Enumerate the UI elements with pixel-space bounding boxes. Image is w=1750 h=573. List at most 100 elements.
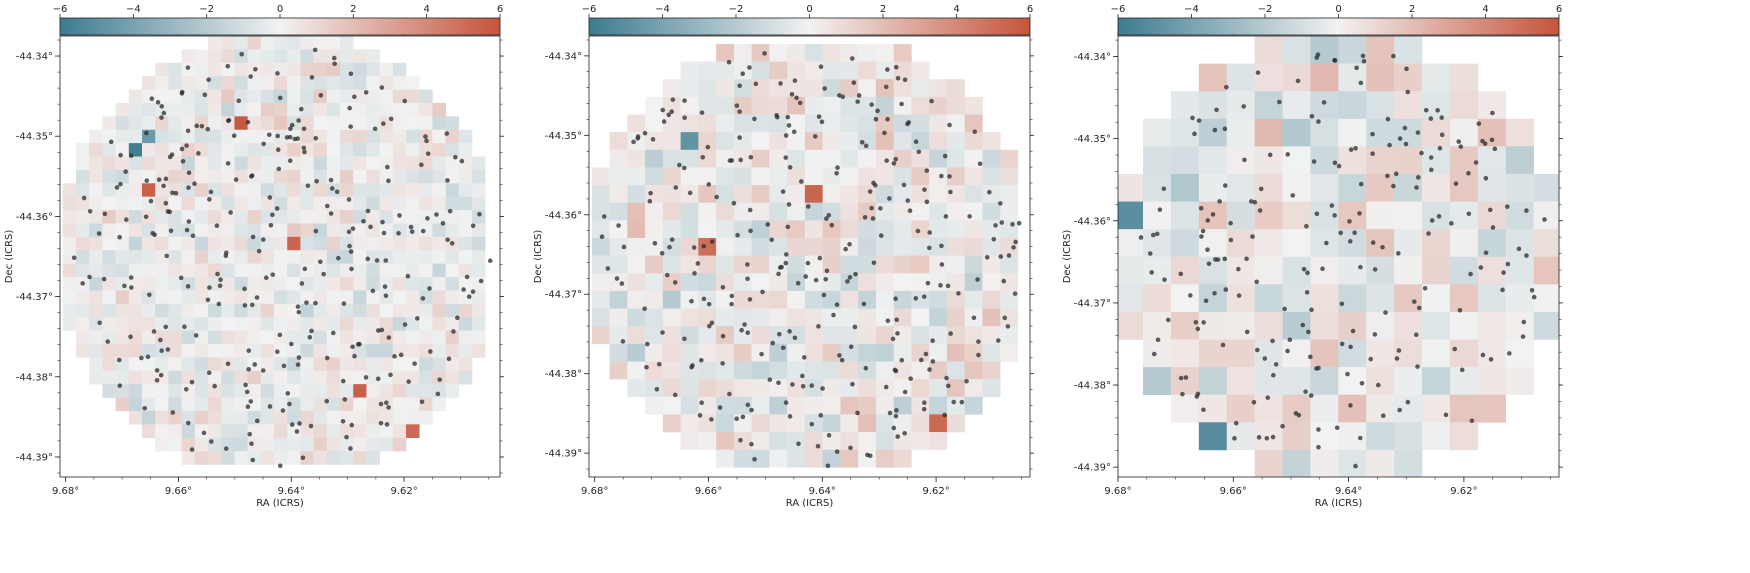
heatmap-pixel <box>260 89 275 104</box>
heatmap-pixel <box>804 361 823 380</box>
source-marker <box>921 406 927 412</box>
heatmap-pixel <box>366 317 380 331</box>
heatmap-pixel <box>142 317 156 331</box>
heatmap-pixel <box>406 102 420 117</box>
source-marker <box>1212 290 1217 296</box>
heatmap-pixel <box>194 397 209 412</box>
heatmap-pixel <box>1477 367 1507 396</box>
heatmap-pixel <box>168 196 182 211</box>
heatmap-pixel <box>300 169 314 184</box>
source-marker <box>289 422 295 427</box>
heatmap-pixel <box>432 169 446 184</box>
heatmap-pixel <box>274 183 288 197</box>
heatmap-pixel <box>893 361 912 380</box>
heatmap-pixel <box>419 236 433 251</box>
heatmap-pixel <box>366 76 380 90</box>
heatmap-pixel <box>645 114 664 133</box>
source-marker <box>144 178 150 183</box>
source-marker <box>207 197 212 202</box>
source-marker <box>605 266 611 271</box>
heatmap-pixel <box>392 437 407 452</box>
heatmap-pixel <box>234 343 248 358</box>
heatmap-pixel <box>946 202 965 221</box>
source-marker <box>331 330 336 336</box>
source-marker <box>800 383 806 389</box>
source-marker <box>328 211 334 216</box>
heatmap-pixel <box>1394 256 1423 285</box>
heatmap-pixel <box>326 424 341 439</box>
heatmap-pixel <box>247 330 262 345</box>
heatmap-pixel <box>406 156 420 171</box>
source-marker <box>350 344 355 350</box>
source-marker <box>375 376 381 382</box>
heatmap-pixel <box>419 303 433 318</box>
source-marker <box>300 455 306 461</box>
heatmap-pixel <box>406 89 420 104</box>
source-marker <box>1282 306 1287 312</box>
source-marker <box>760 289 765 295</box>
source-marker <box>384 400 389 405</box>
heatmap-pixel <box>194 370 209 385</box>
heatmap-pixel <box>964 114 983 133</box>
heatmap-pixel <box>247 250 262 264</box>
heatmap-pixel <box>458 156 473 171</box>
source-marker <box>822 86 827 91</box>
heatmap-pixel <box>366 370 380 385</box>
source-marker <box>1308 393 1314 398</box>
heatmap-pixel <box>769 414 788 433</box>
heatmap-pixel <box>234 76 248 90</box>
heatmap-pixel <box>287 183 301 197</box>
source-marker <box>665 272 670 278</box>
source-marker <box>487 258 493 264</box>
heatmap-pixel <box>822 132 841 151</box>
heatmap-pixel <box>234 89 248 104</box>
source-marker <box>147 292 152 298</box>
heatmap-pixel <box>445 183 460 197</box>
colorbar-tick-label: 2 <box>880 4 886 15</box>
source-marker <box>1205 247 1210 252</box>
heatmap-pixel <box>1226 367 1255 396</box>
heatmap-pixel <box>287 196 301 211</box>
source-marker <box>972 129 978 134</box>
heatmap-pixel <box>875 290 894 309</box>
heatmap-pixel <box>155 129 169 144</box>
heatmap-pixel <box>1422 91 1451 120</box>
y-tick-label: -44.39° <box>1074 463 1111 474</box>
heatmap-pixel <box>645 237 664 256</box>
heatmap-pixel <box>155 437 169 452</box>
heatmap-pixel <box>1000 255 1019 274</box>
source-marker <box>275 147 281 153</box>
source-marker <box>1001 278 1007 284</box>
source-marker <box>1210 212 1216 217</box>
source-marker <box>943 214 949 219</box>
heatmap-pixel <box>115 343 130 358</box>
heatmap-pixel <box>1118 201 1144 230</box>
source-marker <box>1457 307 1463 313</box>
heatmap-pixel <box>208 303 222 318</box>
source-marker <box>242 286 247 292</box>
heatmap-pixel <box>858 361 877 380</box>
heatmap-pixel <box>168 76 182 90</box>
source-marker <box>1385 116 1391 122</box>
source-marker <box>737 83 743 89</box>
heatmap-pixel <box>946 79 965 98</box>
heatmap-pixel <box>247 290 262 305</box>
heatmap-pixel <box>208 116 222 131</box>
heatmap-pixel <box>645 149 664 168</box>
heatmap-pixel <box>419 370 433 385</box>
source-marker <box>987 189 992 195</box>
source-marker <box>815 443 821 449</box>
heatmap-pixel <box>340 277 354 291</box>
heatmap-pixel <box>142 290 156 305</box>
source-marker <box>388 116 394 122</box>
source-marker <box>948 189 953 195</box>
heatmap-pixel <box>1170 311 1200 340</box>
heatmap-pixel <box>822 343 841 362</box>
source-marker <box>1370 240 1376 245</box>
source-marker <box>1010 222 1015 227</box>
heatmap-pixel <box>274 343 288 358</box>
y-tick-label: -44.38° <box>545 369 582 380</box>
source-marker <box>873 182 878 188</box>
heatmap-pixel <box>340 102 354 117</box>
heatmap-pixel <box>287 357 301 372</box>
